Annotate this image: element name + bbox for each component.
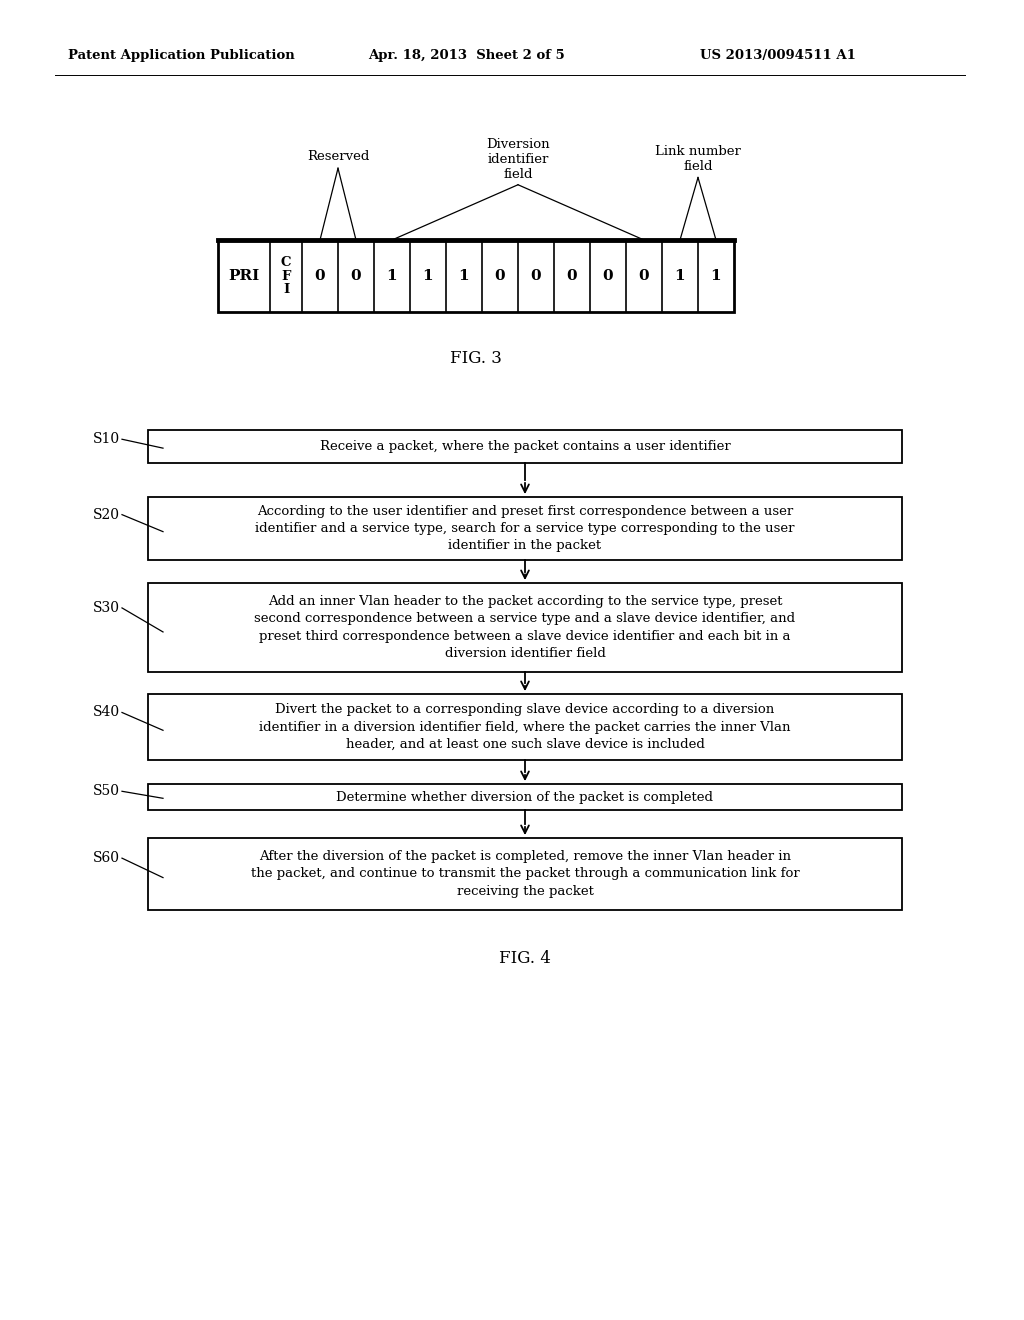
Text: 0: 0 bbox=[314, 269, 326, 282]
Text: S30: S30 bbox=[93, 601, 120, 615]
Bar bbox=[148, 838, 902, 909]
Bar bbox=[148, 498, 902, 560]
Text: S50: S50 bbox=[93, 784, 120, 799]
Text: 1: 1 bbox=[459, 269, 469, 282]
Bar bbox=[148, 583, 902, 672]
Text: 1: 1 bbox=[675, 269, 685, 282]
Text: Diversion
identifier
field: Diversion identifier field bbox=[486, 139, 550, 181]
Text: US 2013/0094511 A1: US 2013/0094511 A1 bbox=[700, 49, 856, 62]
Text: After the diversion of the packet is completed, remove the inner Vlan header in
: After the diversion of the packet is com… bbox=[251, 850, 800, 898]
Bar bbox=[148, 784, 902, 810]
Text: S20: S20 bbox=[93, 508, 120, 521]
Text: S10: S10 bbox=[93, 432, 120, 446]
Text: Add an inner Vlan header to the packet according to the service type, preset
sec: Add an inner Vlan header to the packet a… bbox=[254, 595, 796, 660]
Text: 0: 0 bbox=[639, 269, 649, 282]
Text: Determine whether diversion of the packet is completed: Determine whether diversion of the packe… bbox=[337, 791, 714, 804]
Bar bbox=[148, 694, 902, 760]
Text: PRI: PRI bbox=[228, 269, 260, 282]
Bar bbox=[218, 240, 734, 312]
Text: 0: 0 bbox=[495, 269, 505, 282]
Text: Divert the packet to a corresponding slave device according to a diversion
ident: Divert the packet to a corresponding sla… bbox=[259, 704, 791, 751]
Text: 0: 0 bbox=[350, 269, 361, 282]
Text: 0: 0 bbox=[603, 269, 613, 282]
Text: S60: S60 bbox=[93, 851, 120, 865]
Text: Link number
field: Link number field bbox=[655, 145, 741, 173]
Text: Patent Application Publication: Patent Application Publication bbox=[68, 49, 295, 62]
Text: 1: 1 bbox=[423, 269, 433, 282]
Text: Reserved: Reserved bbox=[307, 150, 370, 162]
Text: 0: 0 bbox=[566, 269, 578, 282]
Text: FIG. 4: FIG. 4 bbox=[499, 950, 551, 968]
Bar bbox=[148, 430, 902, 463]
Text: 1: 1 bbox=[387, 269, 397, 282]
Text: C
F
I: C F I bbox=[281, 256, 291, 296]
Text: 1: 1 bbox=[711, 269, 721, 282]
Text: S40: S40 bbox=[93, 705, 120, 719]
Text: Apr. 18, 2013  Sheet 2 of 5: Apr. 18, 2013 Sheet 2 of 5 bbox=[368, 49, 565, 62]
Text: FIG. 3: FIG. 3 bbox=[451, 350, 502, 367]
Text: 0: 0 bbox=[530, 269, 542, 282]
Text: According to the user identifier and preset first correspondence between a user
: According to the user identifier and pre… bbox=[255, 504, 795, 553]
Text: Receive a packet, where the packet contains a user identifier: Receive a packet, where the packet conta… bbox=[319, 440, 730, 453]
